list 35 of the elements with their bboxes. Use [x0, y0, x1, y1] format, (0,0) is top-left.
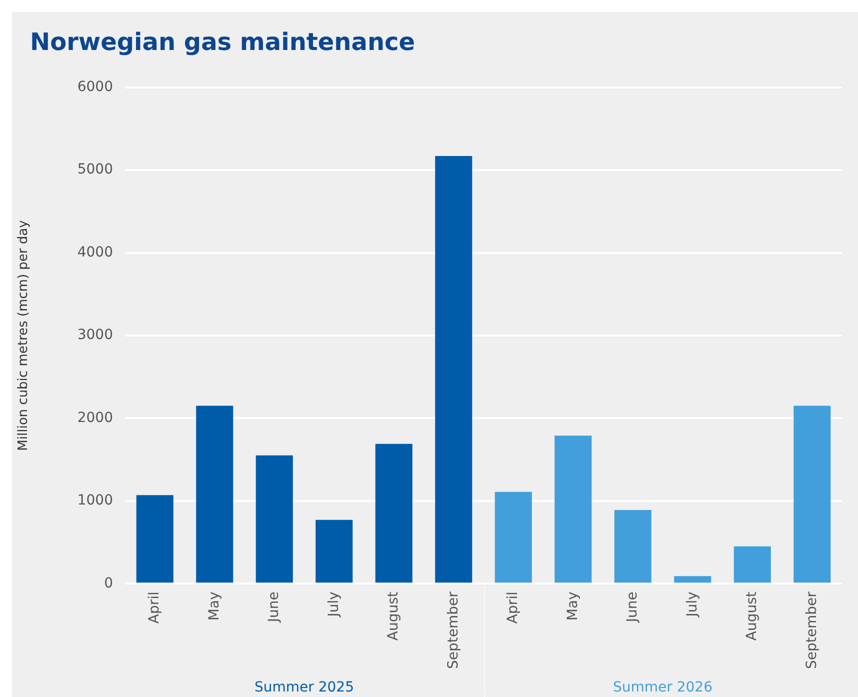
- x-tick-label: May: [564, 592, 581, 621]
- chart-title: Norwegian gas maintenance: [30, 28, 416, 56]
- y-tick-label: 6000: [77, 79, 113, 96]
- bar: [554, 436, 592, 583]
- y-tick-label: 2000: [77, 410, 113, 426]
- bar: [256, 455, 293, 583]
- y-tick-label: 5000: [77, 162, 113, 178]
- bar: [316, 520, 353, 583]
- x-tick-label: August: [386, 591, 402, 641]
- x-tick-label: September: [445, 591, 462, 670]
- x-tick-label: July: [684, 592, 700, 618]
- text: Summer 2026: [613, 680, 713, 696]
- x-tick-label: June: [624, 592, 641, 624]
- bar: [734, 546, 771, 583]
- x-tick-label: September: [804, 591, 820, 670]
- bar: [196, 406, 234, 583]
- y-tick-label: 3000: [77, 327, 113, 344]
- x-tick-label: April: [505, 592, 522, 624]
- bar: [794, 406, 831, 583]
- x-tick-label: June: [266, 592, 282, 624]
- text: Summer 2025: [254, 680, 354, 696]
- x-tick-label: May: [206, 592, 222, 621]
- bar: [136, 495, 174, 583]
- y-tick-label: 0: [104, 575, 113, 592]
- y-tick-label: 4000: [77, 244, 113, 260]
- bar: [614, 510, 652, 583]
- bar: [494, 492, 532, 583]
- y-axis-title: Million cubic metres (mcm) per day: [16, 220, 32, 451]
- x-tick-label: April: [146, 592, 163, 624]
- y-tick-label: 1000: [77, 492, 113, 509]
- bar: [375, 444, 412, 583]
- x-tick-label: July: [326, 592, 342, 618]
- x-tick-label: August: [744, 591, 760, 641]
- bar: [674, 576, 712, 583]
- bar: [435, 156, 472, 583]
